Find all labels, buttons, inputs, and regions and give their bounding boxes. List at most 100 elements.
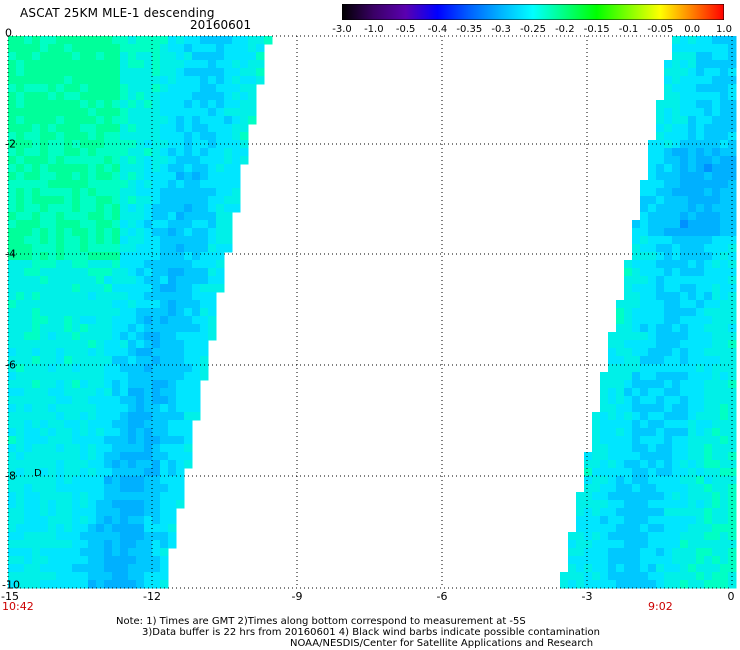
swath-cell: [688, 516, 697, 525]
swath-cell: [8, 76, 17, 85]
swath-cell: [576, 572, 585, 581]
swath-cell: [16, 572, 25, 581]
swath-cell: [208, 100, 217, 109]
swath-cell: [32, 556, 41, 565]
swath-cell: [648, 500, 657, 509]
swath-cell: [704, 60, 713, 69]
swath-cell: [696, 428, 705, 437]
swath-cell: [72, 196, 81, 205]
swath-cell: [680, 236, 689, 245]
swath-cell: [80, 124, 89, 133]
swath-cell: [256, 44, 265, 53]
swath-cell: [128, 508, 137, 517]
swath-cell: [16, 60, 25, 69]
swath-cell: [176, 172, 185, 181]
swath-cell: [32, 500, 41, 509]
swath-cell: [88, 484, 97, 493]
swath-cell: [624, 332, 633, 341]
swath-cell: [720, 60, 729, 69]
swath-cell: [96, 36, 105, 45]
swath-cell: [688, 412, 697, 421]
swath-cell: [152, 388, 161, 397]
swath-cell: [704, 148, 713, 157]
swath-cell: [96, 372, 105, 381]
product-date: 20160601: [190, 18, 252, 32]
swath-cell: [88, 164, 97, 173]
swath-cell: [24, 156, 33, 165]
swath-cell: [592, 460, 601, 469]
swath-cell: [104, 548, 113, 557]
swath-cell: [48, 372, 57, 381]
swath-cell: [648, 276, 657, 285]
swath-cell: [72, 564, 81, 573]
swath-cell: [8, 500, 17, 509]
swath-cell: [72, 452, 81, 461]
swath-cell: [152, 340, 161, 349]
swath-cell: [160, 268, 169, 277]
swath-cell: [160, 508, 169, 517]
swath-cell: [88, 188, 97, 197]
swath-cell: [696, 556, 705, 565]
swath-cell: [112, 396, 121, 405]
swath-cell: [24, 364, 33, 373]
swath-cell: [32, 468, 41, 477]
swath-cell: [696, 564, 705, 573]
swath-cell: [136, 396, 145, 405]
swath-cell: [32, 124, 41, 133]
swath-cell: [696, 540, 705, 549]
swath-cell: [632, 292, 641, 301]
swath-cell: [56, 308, 65, 317]
swath-cell: [632, 284, 641, 293]
swath-cell: [168, 508, 177, 517]
swath-cell: [40, 108, 49, 117]
swath-cell: [152, 316, 161, 325]
swath-cell: [608, 372, 617, 381]
swath-cell: [48, 148, 57, 157]
swath-cell: [64, 404, 73, 413]
swath-cell: [24, 108, 33, 117]
swath-cell: [656, 452, 665, 461]
swath-cell: [32, 180, 41, 189]
swath-cell: [216, 164, 225, 173]
swath-cell: [600, 524, 609, 533]
swath-cell: [576, 580, 585, 589]
swath-cell: [680, 196, 689, 205]
swath-cell: [128, 212, 137, 221]
swath-cell: [688, 532, 697, 541]
swath-cell: [224, 84, 233, 93]
swath-cell: [680, 460, 689, 469]
swath-cell: [64, 556, 73, 565]
swath-cell: [672, 484, 681, 493]
swath-cell: [32, 284, 41, 293]
swath-cell: [88, 116, 97, 125]
swath-cell: [16, 196, 25, 205]
swath-cell: [128, 44, 137, 53]
swath-cell: [16, 476, 25, 485]
swath-cell: [672, 556, 681, 565]
swath-cell: [80, 236, 89, 245]
swath-cell: [80, 580, 89, 589]
swath-cell: [112, 244, 121, 253]
swath-cell: [144, 116, 153, 125]
swath-cell: [176, 124, 185, 133]
swath-cell: [16, 164, 25, 173]
swath-cell: [16, 556, 25, 565]
swath-cell: [224, 156, 233, 165]
swath-cell: [136, 188, 145, 197]
swath-cell: [56, 148, 65, 157]
swath-cell: [24, 100, 33, 109]
swath-cell: [648, 468, 657, 477]
swath-cell: [144, 340, 153, 349]
swath-cell: [120, 292, 129, 301]
swath-cell: [136, 124, 145, 133]
swath-cell: [176, 324, 185, 333]
swath-cell: [72, 236, 81, 245]
swath-cell: [176, 156, 185, 165]
swath-cell: [160, 236, 169, 245]
swath-cell: [648, 444, 657, 453]
swath-cell: [56, 524, 65, 533]
swath-cell: [72, 404, 81, 413]
swath-cell: [48, 92, 57, 101]
swath-cell: [88, 548, 97, 557]
swath-cell: [704, 84, 713, 93]
